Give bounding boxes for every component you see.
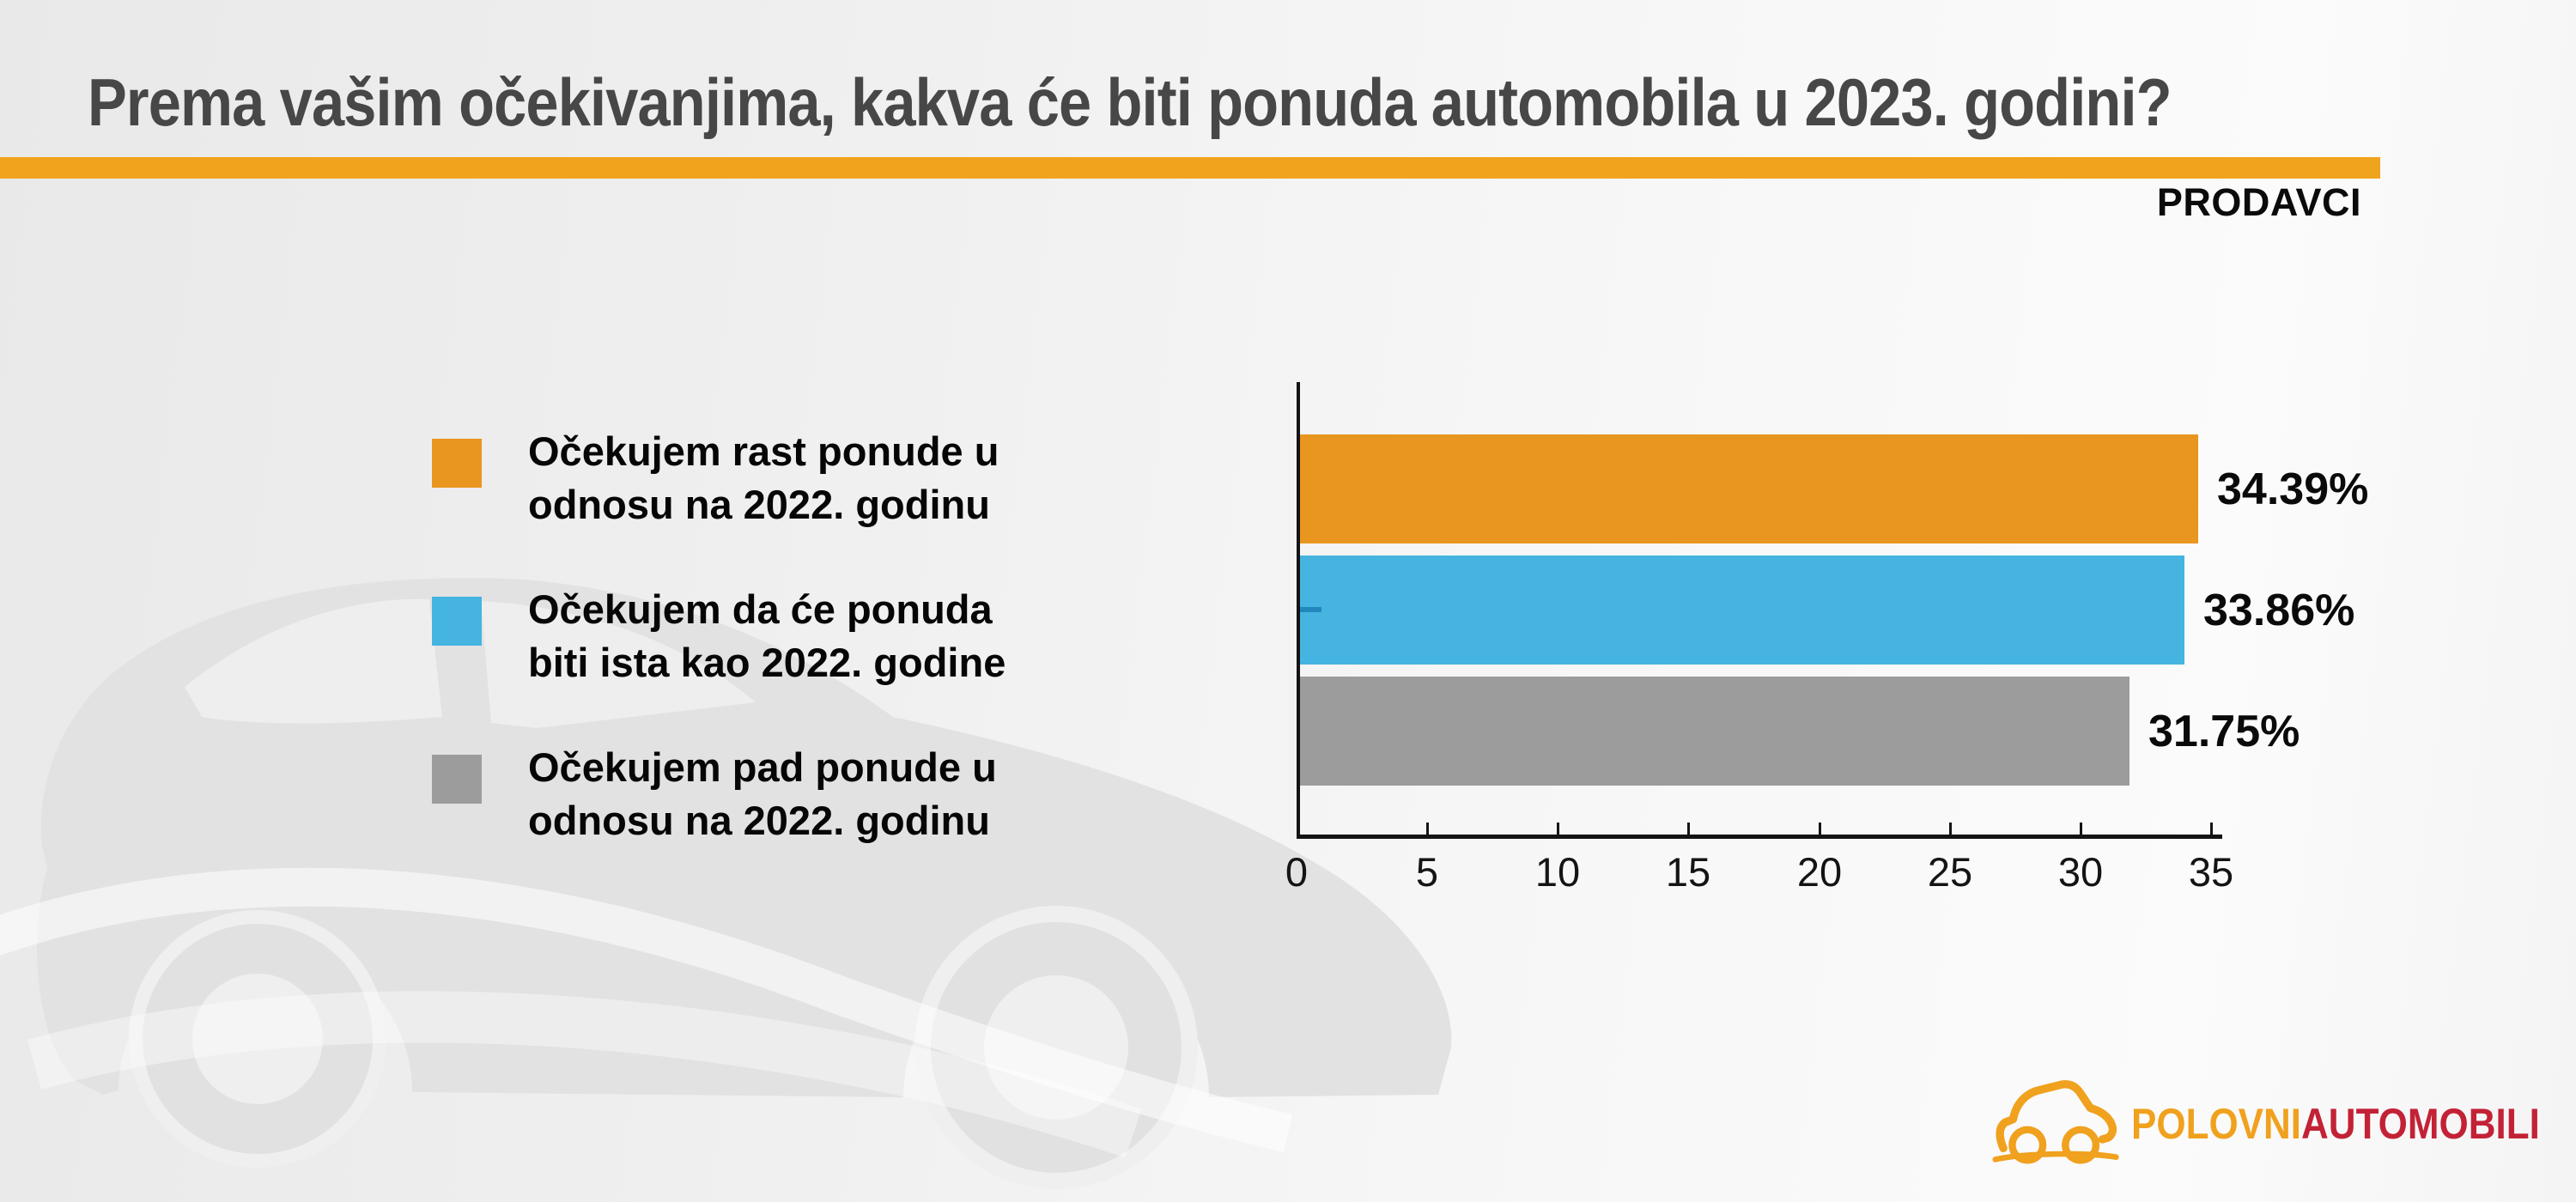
title-underline-bar (0, 157, 2380, 179)
legend-swatch-gray (432, 755, 482, 804)
legend-label: Očekujem da će ponuda biti ista kao 2022… (528, 583, 1205, 689)
x-tick-label-5: 5 (1415, 849, 1439, 895)
x-axis-line (1297, 835, 2222, 839)
x-tick-label-35: 35 (2188, 849, 2234, 895)
value-label-1: 33.86% (2203, 586, 2355, 635)
legend-label-line2: biti ista kao 2022. godine (528, 640, 1006, 685)
x-tick-label-20: 20 (1796, 849, 1843, 895)
x-tick-10 (1557, 823, 1559, 835)
brand-logo: POLOVNIAUTOMOBILI (1992, 1073, 2559, 1185)
legend-label-line1: Očekujem da će ponuda (528, 586, 993, 632)
legend-item-growth: Očekujem rast ponude u odnosu na 2022. g… (432, 425, 1205, 531)
bar-chart: 0 5 10 15 20 25 30 35 34.39% 33.86% 31.75% (1285, 382, 2368, 897)
value-label-0: 34.39% (2217, 464, 2369, 514)
x-tick-35 (2210, 823, 2213, 835)
legend-label-line2: odnosu na 2022. godinu (528, 798, 990, 843)
bar-0 (1300, 434, 2198, 543)
car-rear-wheel-ring (143, 924, 373, 1154)
x-tick-20 (1819, 823, 1821, 835)
x-tick-label-25: 25 (1927, 849, 1973, 895)
car-rear-window (185, 598, 442, 724)
x-tick-15 (1687, 823, 1690, 835)
car-silhouette-watermark-icon (0, 578, 1452, 1189)
car-sketch-icon (1992, 1080, 2119, 1164)
legend-label: Očekujem pad ponude u odnosu na 2022. go… (528, 741, 1205, 847)
legend-item-same: Očekujem da će ponuda biti ista kao 2022… (432, 583, 1205, 689)
legend-label-line2: odnosu na 2022. godinu (528, 482, 990, 527)
legend-swatch-orange (432, 439, 482, 488)
page-title: Prema vašim očekivanjima, kakva će biti … (88, 64, 2456, 142)
x-tick-label-10: 10 (1534, 849, 1581, 895)
logo-wordmark: POLOVNIAUTOMOBILI (2131, 1099, 2540, 1149)
car-front-window (481, 601, 756, 728)
legend-label-line1: Očekujem pad ponude u (528, 744, 997, 790)
value-label-2: 31.75% (2148, 707, 2300, 756)
x-tick-5 (1426, 823, 1429, 835)
x-tick-label-30: 30 (2057, 849, 2104, 895)
axis-dash-artifact (1300, 607, 1321, 612)
x-tick-label-15: 15 (1665, 849, 1711, 895)
legend-swatch-blue (432, 597, 482, 646)
audience-label: PRODAVCI (2156, 180, 2361, 224)
swoosh-highlight-2 (27, 991, 1142, 1158)
swoosh-highlight-1 (0, 867, 1293, 1152)
legend-label-line1: Očekujem rast ponude u (528, 428, 999, 474)
logo-word-automobili: AUTOMOBILI (2301, 1100, 2540, 1148)
logo-word-polovni: POLOVNI (2131, 1100, 2302, 1148)
x-tick-30 (2080, 823, 2082, 835)
bar-1 (1300, 555, 2184, 665)
legend-item-decline: Očekujem pad ponude u odnosu na 2022. go… (432, 741, 1205, 847)
y-axis-line (1297, 382, 1300, 838)
legend-label: Očekujem rast ponude u odnosu na 2022. g… (528, 425, 1205, 531)
page-title-text: Prema vašim očekivanjima, kakva će biti … (88, 64, 2172, 140)
x-tick-25 (1949, 823, 1952, 835)
bar-2 (1300, 677, 2129, 786)
x-tick-label-0: 0 (1285, 849, 1309, 895)
